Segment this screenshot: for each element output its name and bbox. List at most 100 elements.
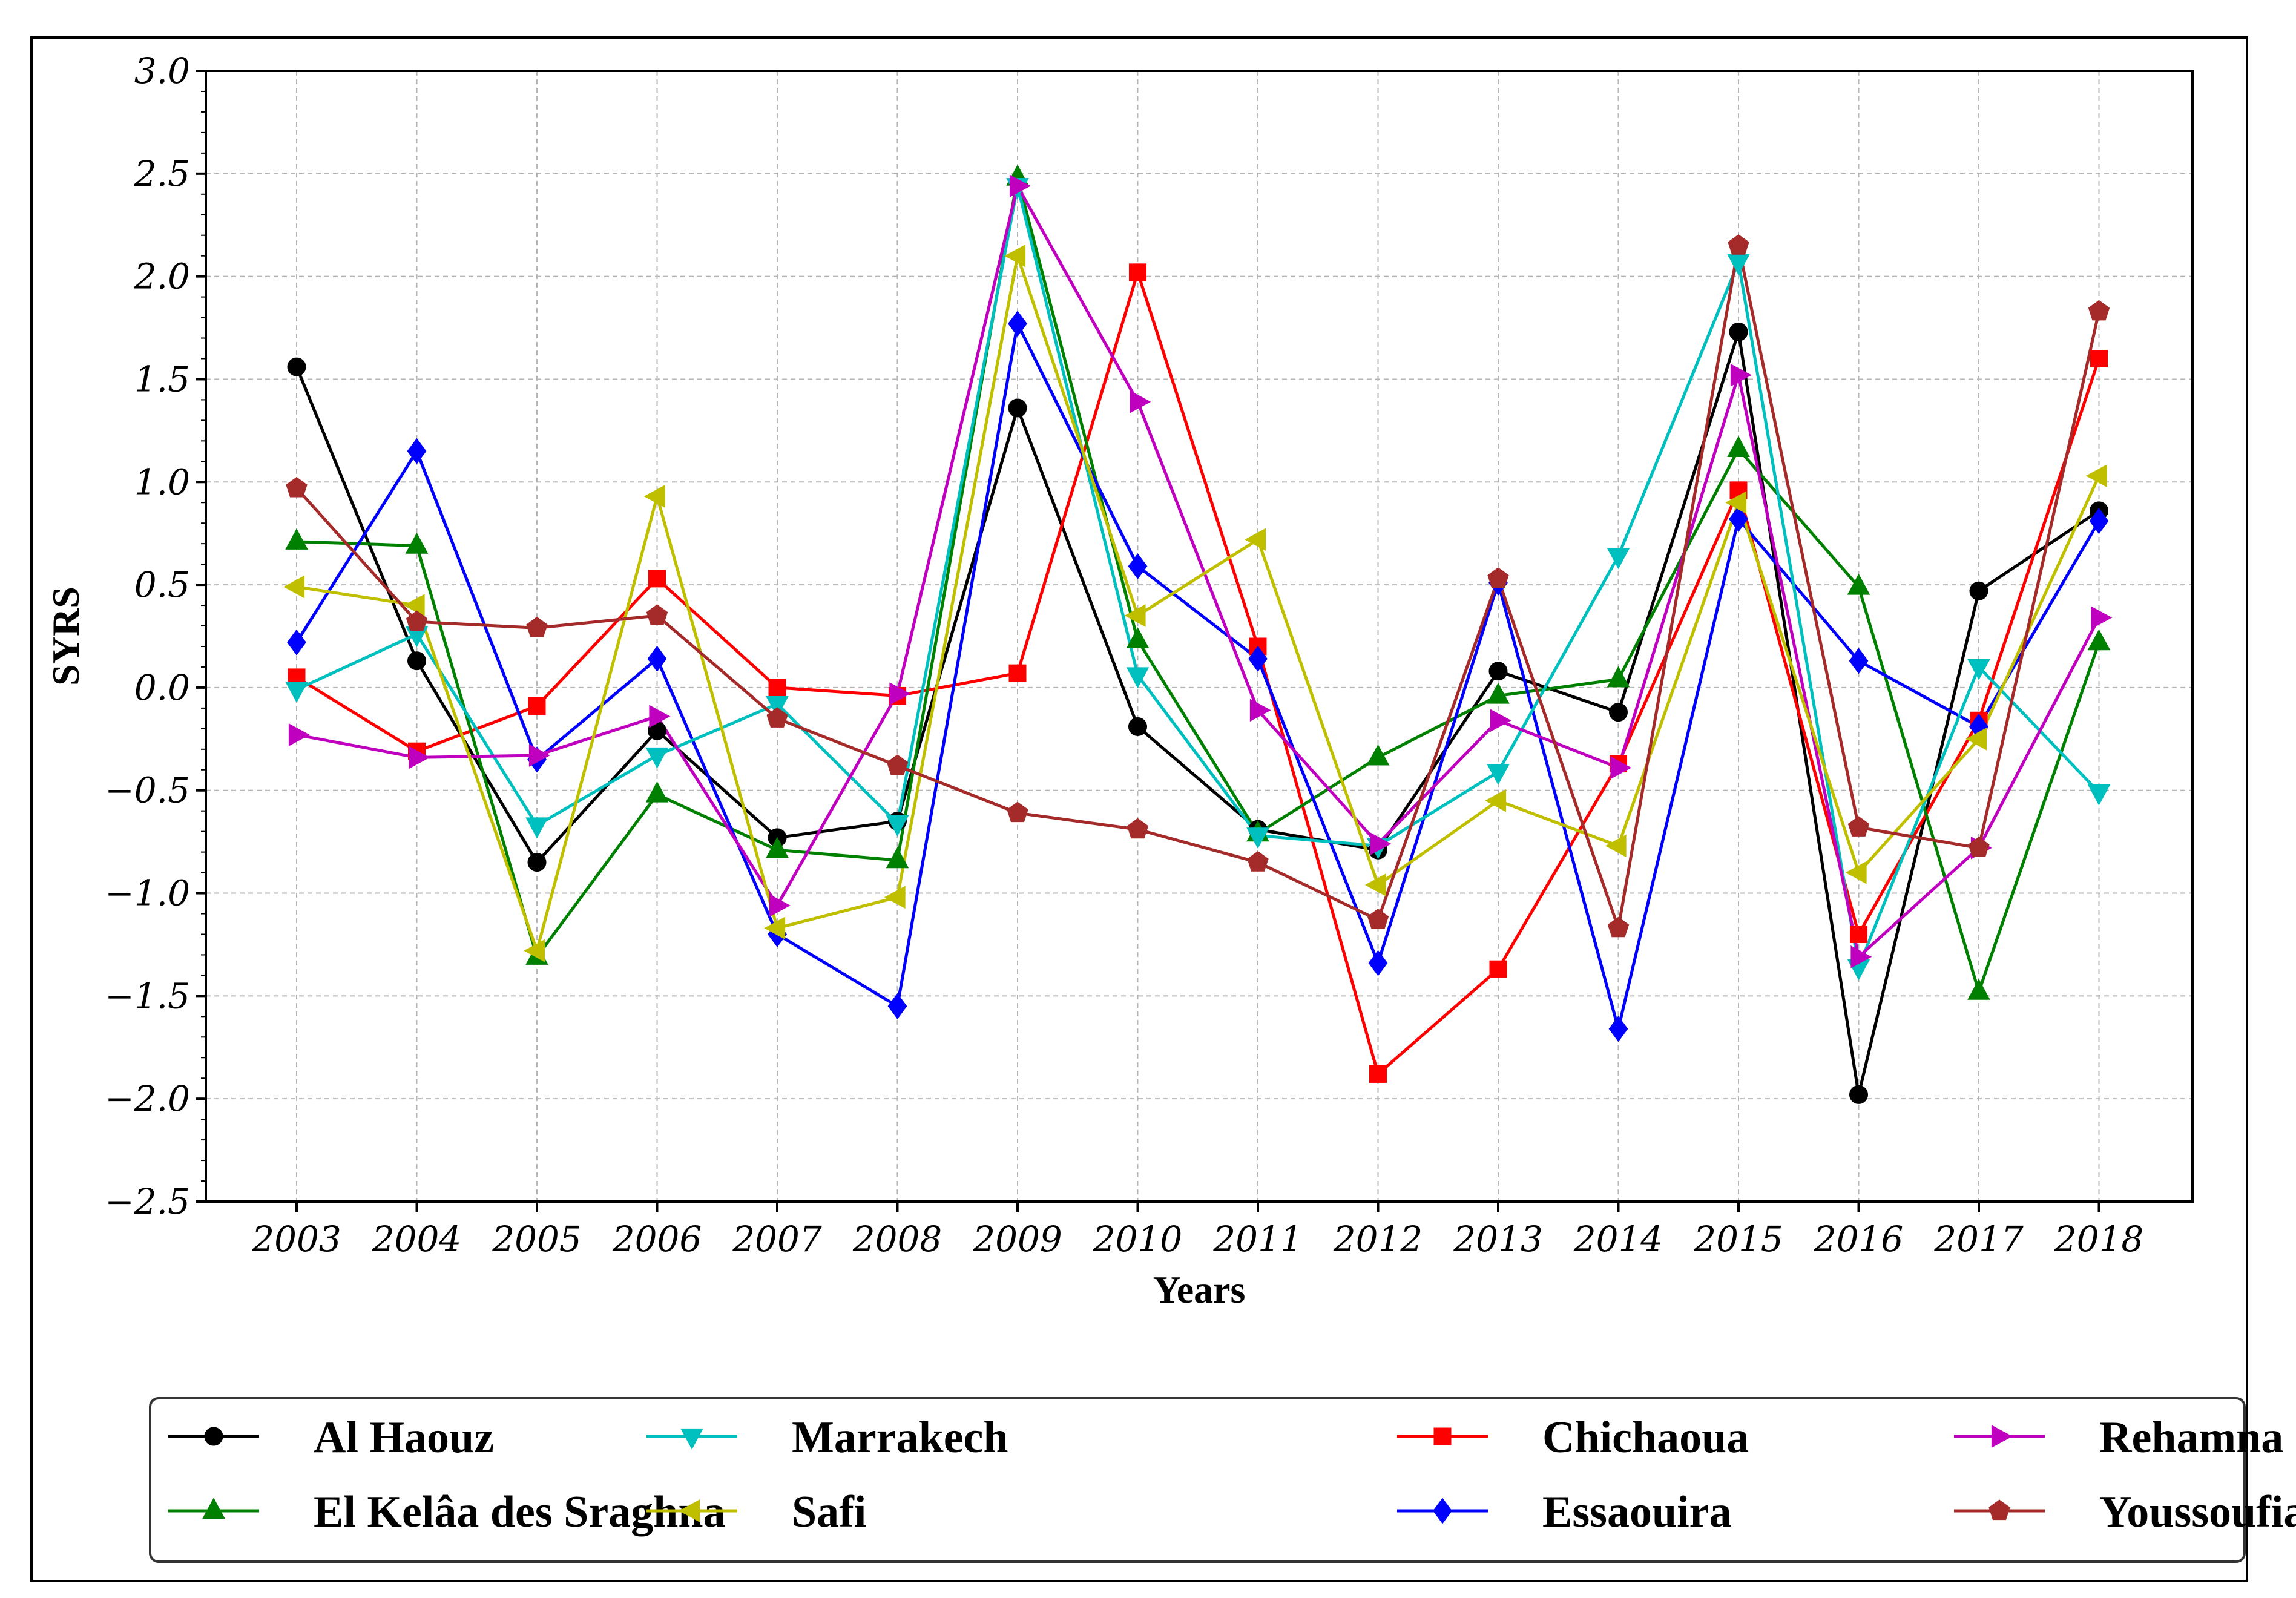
legend-marker-essaouira: [1433, 1498, 1452, 1524]
data-point-al-haouz: [1488, 662, 1508, 681]
x-tick-label: 2012: [1333, 1218, 1423, 1260]
data-point-rehamna: [1610, 756, 1632, 780]
data-point-safi: [1605, 834, 1627, 858]
data-point-marrakech: [1967, 659, 1990, 680]
series-line-safi: [296, 249, 2100, 956]
data-point-chichaoua: [768, 679, 786, 697]
data-point-rehamna: [1490, 709, 1511, 732]
legend-marker-rehamna: [1991, 1425, 2013, 1448]
data-point-rehamna: [889, 682, 911, 705]
series-markers: [283, 164, 2113, 1104]
data-point-chichaoua: [528, 697, 546, 715]
legend-marker-youssoufia: [1988, 1499, 2010, 1521]
series-line-marrakech: [295, 185, 2100, 973]
x-tick-label: 2009: [972, 1218, 1062, 1260]
data-point-chichaoua: [1129, 263, 1146, 281]
data-point-essaouira: [1729, 505, 1748, 532]
data-point-marrakech: [1246, 827, 1269, 849]
data-point-essaouira: [1248, 645, 1268, 672]
data-point-el-kel-a-des-sraghna: [1967, 978, 1990, 1000]
data-point-youssoufia: [1007, 801, 1028, 823]
data-point-chichaoua: [1008, 664, 1027, 682]
data-point-essaouira: [1849, 648, 1869, 674]
series-line-rehamna: [296, 182, 2100, 960]
data-point-essaouira: [407, 438, 427, 464]
data-point-youssoufia: [1127, 818, 1149, 839]
x-tick-label: 2018: [2054, 1218, 2144, 1260]
data-point-rehamna: [1730, 363, 1752, 387]
legend-label-safi: Safi: [792, 1487, 866, 1537]
legend-label-chichaoua: Chichaoua: [1542, 1413, 1749, 1462]
data-point-safi: [1004, 244, 1026, 268]
data-point-youssoufia: [1367, 909, 1389, 929]
data-point-rehamna: [769, 894, 791, 917]
data-point-safi: [403, 594, 425, 617]
legend-label-al-haouz: Al Haouz: [314, 1413, 494, 1462]
y-tick-label: 1.0: [134, 461, 190, 502]
data-point-marrakech: [886, 815, 909, 837]
data-point-rehamna: [1370, 832, 1392, 855]
data-point-youssoufia: [1247, 850, 1269, 872]
data-point-youssoufia: [646, 604, 668, 625]
data-point-safi: [2085, 464, 2107, 487]
y-tick-label: 2.5: [134, 153, 190, 194]
data-point-youssoufia: [2088, 300, 2110, 321]
data-point-al-haouz: [1008, 398, 1027, 418]
data-point-el-kel-a-des-sraghna: [285, 528, 308, 550]
x-axis-title: Years: [1153, 1268, 1246, 1311]
data-point-safi: [283, 575, 305, 599]
data-point-chichaoua: [1489, 960, 1507, 978]
data-point-marrakech: [525, 817, 548, 839]
data-point-youssoufia: [1968, 837, 1990, 857]
data-point-safi: [1965, 727, 1987, 751]
data-point-youssoufia: [406, 610, 428, 631]
data-point-essaouira: [2089, 508, 2109, 534]
data-point-essaouira: [1368, 950, 1388, 976]
data-point-safi: [1845, 861, 1867, 884]
data-point-youssoufia: [286, 476, 308, 498]
data-point-el-kel-a-des-sraghna: [405, 532, 429, 554]
data-point-al-haouz: [1128, 717, 1147, 736]
data-point-safi: [1245, 528, 1266, 551]
data-point-marrakech: [2087, 784, 2111, 806]
y-tick-label: −1.0: [105, 873, 190, 914]
data-point-rehamna: [288, 723, 310, 746]
plot-frame: [205, 70, 2194, 1203]
y-tick-label: −2.0: [105, 1078, 190, 1119]
data-point-rehamna: [1850, 945, 1872, 968]
data-point-essaouira: [1608, 1016, 1628, 1042]
data-point-essaouira: [287, 629, 306, 656]
data-point-al-haouz: [1849, 1085, 1868, 1104]
data-point-marrakech: [766, 696, 789, 717]
data-point-el-kel-a-des-sraghna: [1607, 666, 1630, 688]
data-point-safi: [524, 939, 545, 962]
data-point-safi: [1124, 604, 1146, 627]
x-tick-label: 2008: [852, 1218, 942, 1260]
legend-marker-al-haouz: [204, 1427, 223, 1446]
data-point-el-kel-a-des-sraghna: [645, 781, 669, 803]
data-point-essaouira: [1128, 553, 1148, 580]
x-tick-label: 2006: [612, 1218, 702, 1260]
data-point-marrakech: [1487, 764, 1510, 785]
data-point-essaouira: [887, 993, 907, 1019]
data-point-rehamna: [1249, 699, 1271, 722]
data-point-el-kel-a-des-sraghna: [1126, 627, 1150, 648]
data-point-rehamna: [649, 705, 671, 728]
data-point-chichaoua: [1850, 925, 1867, 943]
data-point-el-kel-a-des-sraghna: [1366, 744, 1390, 766]
data-point-safi: [643, 485, 665, 508]
data-point-marrakech: [1126, 667, 1150, 689]
data-point-marrakech: [645, 747, 669, 769]
data-point-rehamna: [1130, 390, 1151, 413]
data-point-el-kel-a-des-sraghna: [1487, 682, 1510, 704]
data-point-youssoufia: [1847, 816, 1870, 837]
legend-marker-marrakech: [680, 1428, 703, 1450]
data-point-al-haouz: [1969, 581, 1988, 600]
series-line-el-kel-a-des-sraghna: [296, 177, 2100, 997]
data-point-marrakech: [1607, 548, 1630, 570]
data-point-essaouira: [1008, 311, 1027, 337]
data-point-chichaoua: [648, 570, 666, 588]
legend-label-essaouira: Essaouira: [1542, 1487, 1732, 1537]
